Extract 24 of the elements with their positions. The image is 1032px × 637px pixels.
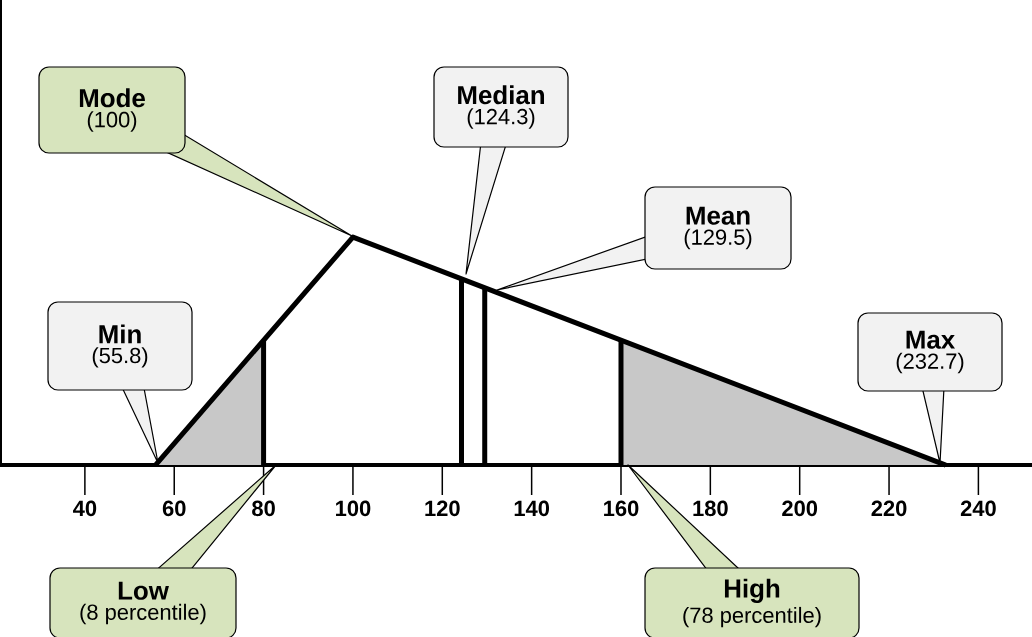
text: Mean bbox=[686, 206, 750, 225]
x-tick-label: 140 bbox=[514, 500, 550, 517]
x-tick-label: 240 bbox=[960, 500, 996, 517]
annotation: (55.8) bbox=[92, 347, 148, 368]
text: High bbox=[724, 578, 780, 603]
x-tick-label: 40 bbox=[73, 500, 97, 517]
annotation: Min bbox=[99, 324, 141, 344]
x-tick-label: 160 bbox=[604, 500, 639, 517]
x-tick-label: 120 bbox=[425, 500, 460, 517]
x-tick-label: 180 bbox=[693, 500, 728, 517]
text: (8 percentile) bbox=[80, 603, 206, 625]
annotation: (129.5) bbox=[684, 228, 752, 250]
x-tick-label: 200 bbox=[782, 500, 818, 517]
x-tick-label: 80 bbox=[252, 500, 275, 517]
text: (124.3) bbox=[467, 108, 535, 129]
text: Median bbox=[458, 85, 545, 105]
x-tick-label: 100 bbox=[336, 500, 371, 517]
text: (78 percentile) bbox=[683, 606, 821, 628]
annotation: Max bbox=[906, 330, 956, 349]
text: Mode bbox=[79, 88, 145, 108]
text: (100) bbox=[87, 111, 137, 132]
text: Low bbox=[118, 581, 169, 600]
x-tick-label: 220 bbox=[871, 500, 907, 517]
x-tick-label: 60 bbox=[162, 500, 186, 517]
